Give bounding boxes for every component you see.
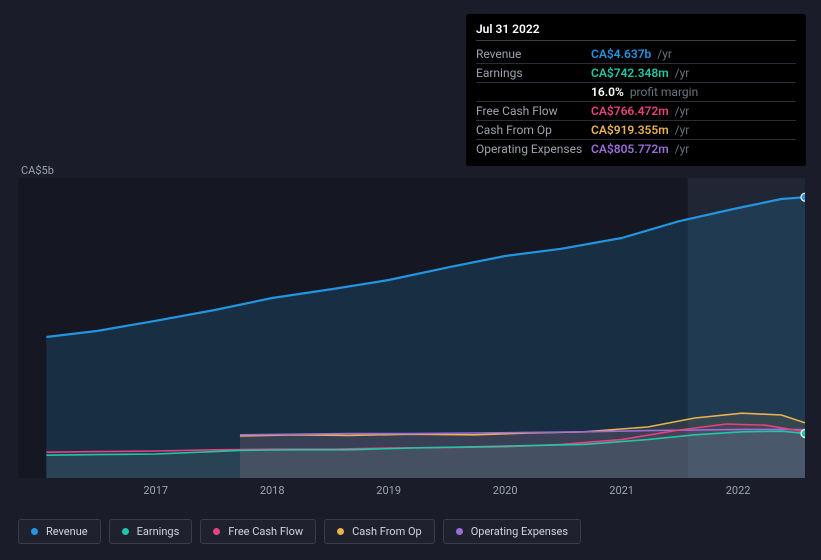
legend-dot-icon	[456, 528, 463, 535]
tooltip-date: Jul 31 2022	[476, 22, 796, 41]
x-axis-tick: 2022	[726, 484, 751, 497]
x-axis-tick: 2021	[609, 484, 634, 497]
tooltip-row: Cash From OpCA$919.355m /yr	[476, 121, 796, 140]
tooltip-row-value: 16.0% profit margin	[591, 85, 698, 99]
chart-legend: Revenue Earnings Free Cash Flow Cash From O…	[18, 519, 581, 544]
tooltip-row-value: CA$805.772m /yr	[591, 142, 689, 156]
legend-item[interactable]: Cash From Op	[324, 519, 435, 544]
tooltip-row-label: Operating Expenses	[476, 142, 591, 156]
tooltip-row-label: Cash From Op	[476, 123, 591, 137]
x-axis-tick: 2017	[143, 484, 168, 497]
legend-item-label: Cash From Op	[352, 525, 422, 538]
x-axis-tick: 2020	[493, 484, 518, 497]
legend-dot-icon	[122, 528, 129, 535]
financials-area-chart	[18, 178, 805, 478]
legend-item[interactable]: Operating Expenses	[443, 519, 581, 544]
tooltip-row-value: CA$766.472m /yr	[591, 104, 689, 118]
tooltip-row-value: CA$742.348m /yr	[591, 66, 689, 80]
tooltip-row: RevenueCA$4.637b /yr	[476, 45, 796, 64]
legend-item-label: Earnings	[137, 525, 180, 538]
tooltip-row-label: Revenue	[476, 47, 591, 61]
chart-tooltip: Jul 31 2022 RevenueCA$4.637b /yrEarnings…	[466, 14, 806, 166]
tooltip-row-label: Free Cash Flow	[476, 104, 591, 118]
tooltip-row: 16.0% profit margin	[476, 83, 796, 102]
legend-item-label: Operating Expenses	[471, 525, 568, 538]
legend-item-label: Revenue	[46, 525, 88, 538]
legend-item[interactable]: Free Cash Flow	[200, 519, 316, 544]
tooltip-row-value: CA$4.637b /yr	[591, 47, 672, 61]
legend-item[interactable]: Earnings	[109, 519, 193, 544]
legend-item-label: Free Cash Flow	[228, 525, 303, 538]
tooltip-row: Operating ExpensesCA$805.772m /yr	[476, 140, 796, 158]
x-axis-tick: 2019	[376, 484, 401, 497]
legend-dot-icon	[213, 528, 220, 535]
tooltip-row-value: CA$919.355m /yr	[591, 123, 689, 137]
y-axis-tick: CA$5b	[21, 164, 54, 177]
tooltip-row-label: Earnings	[476, 66, 591, 80]
tooltip-row-label	[476, 85, 591, 99]
legend-dot-icon	[31, 528, 38, 535]
tooltip-row: Free Cash FlowCA$766.472m /yr	[476, 102, 796, 121]
x-axis-tick: 2018	[260, 484, 285, 497]
legend-item[interactable]: Revenue	[18, 519, 101, 544]
tooltip-row: EarningsCA$742.348m /yr	[476, 64, 796, 83]
legend-dot-icon	[337, 528, 344, 535]
